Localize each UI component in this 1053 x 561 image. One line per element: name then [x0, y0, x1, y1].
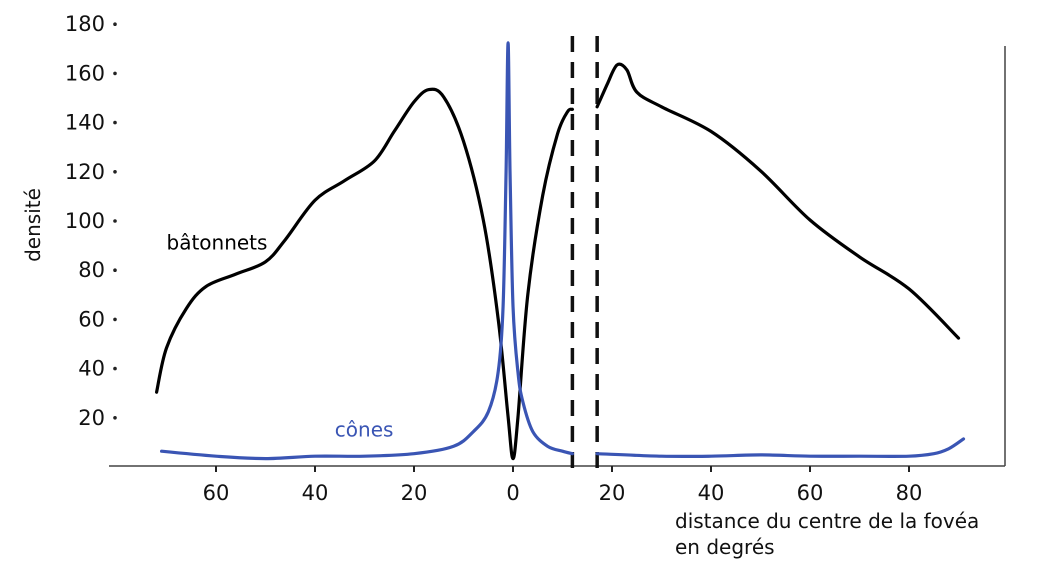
x-tick-label: 40: [698, 481, 725, 505]
y-tick-mark: [113, 268, 117, 273]
series-label: bâtonnets: [167, 231, 268, 255]
x-tick-label: 20: [401, 481, 428, 505]
series-line: [160, 41, 574, 461]
y-tick-mark: [113, 366, 117, 371]
y-axis-title: densité: [21, 188, 45, 262]
x-tick-label: 0: [506, 481, 519, 505]
y-tick-label: 80: [78, 258, 105, 282]
y-tick-label: 140: [65, 111, 105, 135]
y-axis-ticks: 20 40 60 80 100 120 140 160 180: [65, 12, 117, 430]
x-axis-title-line-2: en degrés: [675, 535, 775, 559]
x-tick-label: 40: [302, 481, 329, 505]
y-tick-label: 100: [65, 209, 105, 233]
series-line: [595, 62, 961, 340]
x-tick-label: 60: [203, 481, 230, 505]
series-line: [595, 437, 966, 459]
x-tick-label: 20: [599, 481, 626, 505]
y-tick-label: 180: [65, 12, 105, 36]
y-tick-mark: [113, 71, 117, 76]
series-lines: [155, 41, 966, 461]
y-tick-mark: [113, 22, 117, 27]
y-tick-mark: [113, 120, 117, 125]
y-tick-label: 160: [65, 61, 105, 85]
x-tick-label: 60: [797, 481, 824, 505]
y-tick-label: 40: [78, 357, 105, 381]
x-axis-title-line-1: distance du centre de la fovéa: [675, 509, 979, 533]
series-label: cônes: [335, 417, 394, 441]
y-tick-mark: [113, 170, 117, 174]
series-labels: bâtonnets cônes: [167, 231, 394, 442]
y-tick-label: 120: [65, 160, 105, 184]
y-tick-label: 60: [78, 307, 105, 331]
x-tick-label: 80: [896, 481, 923, 505]
dashed-markers: [570, 36, 599, 470]
y-tick-mark: [113, 416, 117, 420]
y-tick-mark: [113, 219, 117, 223]
series-line: [155, 87, 574, 461]
y-tick-mark: [113, 317, 117, 322]
y-tick-label: 20: [78, 406, 105, 430]
x-axis-ticks: 60 40 20 0 20 40 60 80: [203, 466, 923, 505]
